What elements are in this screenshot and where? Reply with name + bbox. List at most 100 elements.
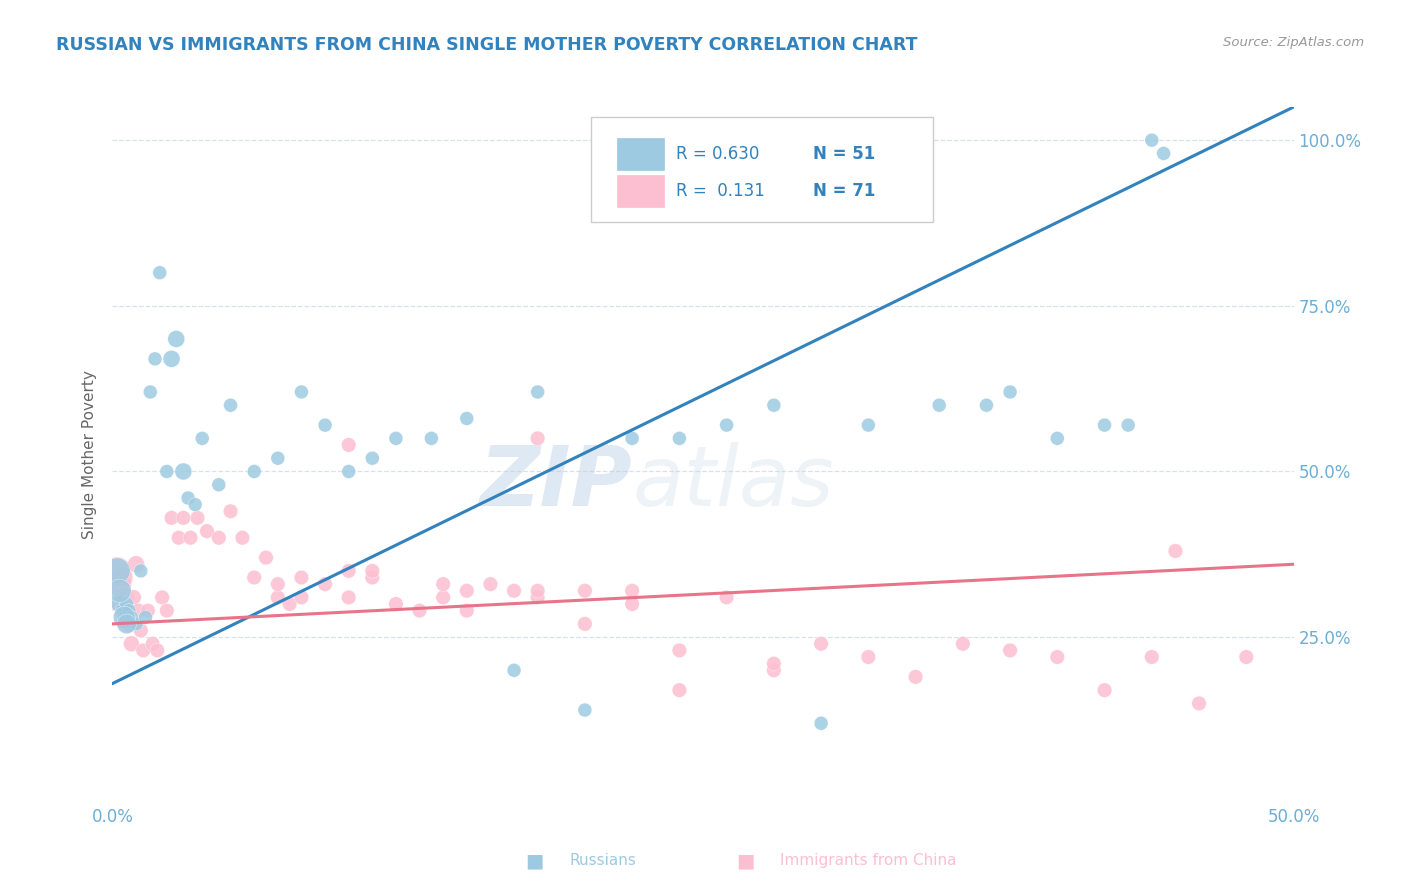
Point (132, 643, 155, 657)
Point (526, 583, 548, 598)
Point (105, 564, 128, 578)
Point (129, 564, 152, 578)
Point (149, 266, 172, 280)
Point (125, 616, 148, 631)
Point (1140, 133, 1163, 147)
Point (456, 411, 478, 425)
Point (314, 418, 336, 433)
Point (177, 491, 200, 505)
Point (1234, 650, 1257, 665)
Point (120, 637, 142, 651)
Point (127, 604, 149, 618)
Text: ■: ■ (524, 851, 544, 871)
Point (1188, 697, 1211, 711)
Point (574, 616, 596, 631)
Point (243, 570, 266, 584)
Point (112, 610, 135, 624)
Text: Source: ZipAtlas.com: Source: ZipAtlas.com (1223, 36, 1364, 49)
Text: atlas: atlas (633, 442, 834, 524)
Point (115, 604, 138, 618)
Point (184, 498, 207, 512)
Text: RUSSIAN VS IMMIGRANTS FROM CHINA SINGLE MOTHER POVERTY CORRELATION CHART: RUSSIAN VS IMMIGRANTS FROM CHINA SINGLE … (56, 36, 918, 54)
Text: R =  0.131: R = 0.131 (676, 182, 765, 200)
FancyBboxPatch shape (617, 138, 664, 169)
Point (160, 351, 183, 366)
Point (172, 465, 194, 479)
Point (526, 591, 548, 605)
Point (337, 564, 360, 578)
Point (120, 610, 142, 624)
Point (125, 558, 148, 572)
Point (108, 577, 131, 591)
Point (1164, 544, 1187, 558)
Point (976, 398, 998, 412)
Point (1140, 650, 1163, 665)
Text: R = 0.630: R = 0.630 (676, 145, 759, 162)
Point (762, 657, 785, 671)
Y-axis label: Single Mother Poverty: Single Mother Poverty (82, 370, 97, 540)
Point (112, 610, 135, 624)
Point (314, 577, 336, 591)
Point (112, 591, 135, 605)
Point (337, 465, 360, 479)
Point (108, 597, 131, 611)
Point (290, 384, 312, 399)
Point (195, 524, 218, 538)
Point (160, 511, 183, 525)
Point (668, 683, 690, 698)
Point (668, 643, 690, 657)
Point (621, 583, 644, 598)
Point (111, 570, 134, 584)
Point (762, 663, 785, 677)
Point (456, 583, 478, 598)
Point (172, 511, 194, 525)
Point (115, 597, 138, 611)
Point (503, 583, 526, 598)
Point (156, 465, 179, 479)
Point (179, 531, 201, 545)
Point (118, 604, 141, 618)
Point (716, 591, 738, 605)
Point (278, 597, 301, 611)
Point (952, 637, 974, 651)
Point (290, 591, 312, 605)
Point (1094, 418, 1116, 433)
Point (156, 604, 179, 618)
Point (716, 418, 738, 433)
Point (267, 577, 290, 591)
Point (385, 431, 408, 445)
Point (337, 438, 360, 452)
Point (208, 531, 231, 545)
Point (408, 604, 430, 618)
Point (290, 570, 312, 584)
Point (118, 616, 141, 631)
FancyBboxPatch shape (591, 118, 934, 222)
Point (998, 384, 1021, 399)
Point (104, 597, 127, 611)
Point (139, 384, 162, 399)
Point (1046, 431, 1069, 445)
Point (385, 597, 408, 611)
FancyBboxPatch shape (617, 175, 664, 207)
Point (111, 604, 134, 618)
Point (420, 431, 443, 445)
Point (456, 604, 478, 618)
Point (115, 616, 138, 631)
Point (574, 703, 596, 717)
Point (668, 431, 690, 445)
Point (904, 670, 927, 684)
Point (1046, 650, 1069, 665)
Point (254, 550, 277, 565)
Point (186, 511, 208, 525)
Point (858, 418, 880, 433)
Point (191, 431, 214, 445)
Point (810, 637, 832, 651)
Point (810, 716, 832, 731)
Point (129, 624, 152, 638)
Point (150, 591, 173, 605)
Point (432, 591, 454, 605)
Point (267, 591, 290, 605)
Text: ZIP: ZIP (479, 442, 633, 524)
Point (208, 477, 231, 491)
Point (526, 431, 548, 445)
